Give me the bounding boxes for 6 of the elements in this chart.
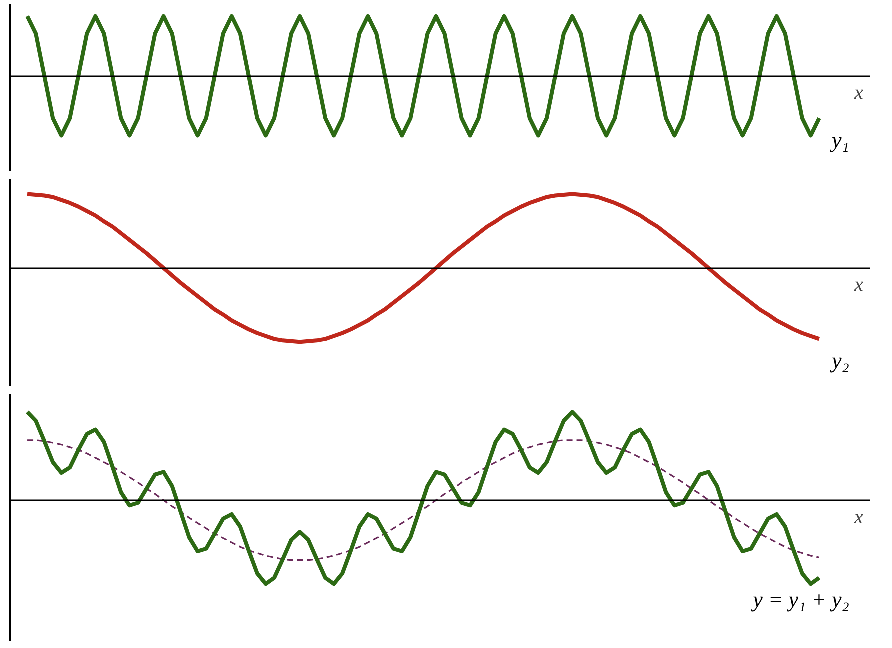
series-label: y = y₁ + y₂ (751, 586, 850, 612)
series-label: y₂ (830, 348, 850, 374)
x-axis-title: x (854, 274, 864, 296)
series-label: y₁ (830, 127, 850, 152)
x-axis-title: x (854, 82, 864, 104)
x-axis-title: x (854, 506, 864, 528)
